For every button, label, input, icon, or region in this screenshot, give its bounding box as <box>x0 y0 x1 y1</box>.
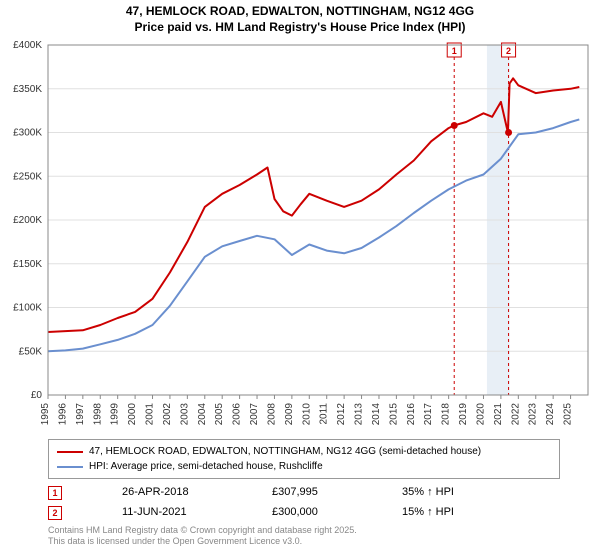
svg-text:2001: 2001 <box>145 403 156 426</box>
svg-text:1: 1 <box>452 46 457 56</box>
svg-text:2018: 2018 <box>441 403 452 426</box>
svg-text:2003: 2003 <box>179 403 190 426</box>
copyright-line-2: This data is licensed under the Open Gov… <box>48 536 560 547</box>
svg-text:2009: 2009 <box>284 403 295 426</box>
marker-price-1: £307,995 <box>272 483 362 503</box>
svg-text:2000: 2000 <box>127 403 138 426</box>
svg-text:2: 2 <box>506 46 511 56</box>
svg-text:£0: £0 <box>31 390 43 401</box>
svg-text:2004: 2004 <box>197 403 208 426</box>
svg-text:2011: 2011 <box>319 403 330 425</box>
svg-text:2012: 2012 <box>336 403 347 426</box>
legend-swatch-red <box>57 451 83 453</box>
chart-area: £0 £50K £100K £150K £200K £250K £300K £350K £400… <box>0 37 600 433</box>
svg-text:1998: 1998 <box>92 403 103 426</box>
svg-text:2010: 2010 <box>301 403 312 426</box>
svg-text:2025: 2025 <box>563 403 574 426</box>
svg-text:£50K: £50K <box>19 346 43 357</box>
svg-text:2008: 2008 <box>266 403 277 426</box>
title-line-2: Price paid vs. HM Land Registry's House … <box>0 20 600 36</box>
marker-pct-1: 35% ↑ HPI <box>402 483 512 503</box>
marker-box-1: 1 <box>48 486 62 500</box>
legend-label-1: 47, HEMLOCK ROAD, EDWALTON, NOTTINGHAM, … <box>89 444 481 459</box>
svg-text:£400K: £400K <box>13 40 42 51</box>
marker-row-1: 1 26-APR-2018 £307,995 35% ↑ HPI <box>48 483 560 503</box>
svg-text:£300K: £300K <box>13 128 42 139</box>
svg-text:2020: 2020 <box>475 403 486 426</box>
svg-text:2007: 2007 <box>249 403 260 426</box>
svg-text:2016: 2016 <box>406 403 417 426</box>
marker-box-2: 2 <box>48 506 62 520</box>
legend-item-2: HPI: Average price, semi-detached house,… <box>57 459 551 474</box>
svg-text:£100K: £100K <box>13 303 42 314</box>
marker-table: 1 26-APR-2018 £307,995 35% ↑ HPI 2 11-JU… <box>48 483 560 523</box>
marker-pct-2: 15% ↑ HPI <box>402 503 512 523</box>
svg-text:1996: 1996 <box>57 403 68 426</box>
svg-text:2022: 2022 <box>510 403 521 426</box>
svg-text:2002: 2002 <box>162 403 173 426</box>
copyright-notice: Contains HM Land Registry data © Crown c… <box>48 525 560 548</box>
svg-text:2017: 2017 <box>423 403 434 426</box>
copyright-line-1: Contains HM Land Registry data © Crown c… <box>48 525 560 536</box>
line-chart-svg: £0 £50K £100K £150K £200K £250K £300K £350K £400… <box>0 37 600 433</box>
title-line-1: 47, HEMLOCK ROAD, EDWALTON, NOTTINGHAM, … <box>0 4 600 20</box>
svg-text:2024: 2024 <box>545 403 556 426</box>
svg-text:2006: 2006 <box>232 403 243 426</box>
marker-price-2: £300,000 <box>272 503 362 523</box>
svg-text:2021: 2021 <box>493 403 504 426</box>
legend-item-1: 47, HEMLOCK ROAD, EDWALTON, NOTTINGHAM, … <box>57 444 551 459</box>
marker-row-2: 2 11-JUN-2021 £300,000 15% ↑ HPI <box>48 503 560 523</box>
svg-text:1995: 1995 <box>40 403 51 426</box>
svg-text:2023: 2023 <box>528 403 539 426</box>
svg-text:£250K: £250K <box>13 171 42 182</box>
chart-container: 47, HEMLOCK ROAD, EDWALTON, NOTTINGHAM, … <box>0 0 600 560</box>
svg-text:£150K: £150K <box>13 259 42 270</box>
marker-date-1: 26-APR-2018 <box>122 483 232 503</box>
svg-text:2014: 2014 <box>371 403 382 426</box>
svg-text:1997: 1997 <box>75 403 86 426</box>
svg-text:2015: 2015 <box>388 403 399 426</box>
legend-label-2: HPI: Average price, semi-detached house,… <box>89 459 323 474</box>
legend: 47, HEMLOCK ROAD, EDWALTON, NOTTINGHAM, … <box>48 439 560 479</box>
svg-text:2013: 2013 <box>354 403 365 426</box>
marker-date-2: 11-JUN-2021 <box>122 503 232 523</box>
svg-text:2019: 2019 <box>458 403 469 426</box>
svg-text:1999: 1999 <box>110 403 121 426</box>
svg-text:£350K: £350K <box>13 84 42 95</box>
svg-text:2005: 2005 <box>214 403 225 426</box>
svg-text:£200K: £200K <box>13 215 42 226</box>
chart-title-block: 47, HEMLOCK ROAD, EDWALTON, NOTTINGHAM, … <box>0 0 600 37</box>
legend-swatch-blue <box>57 466 83 468</box>
